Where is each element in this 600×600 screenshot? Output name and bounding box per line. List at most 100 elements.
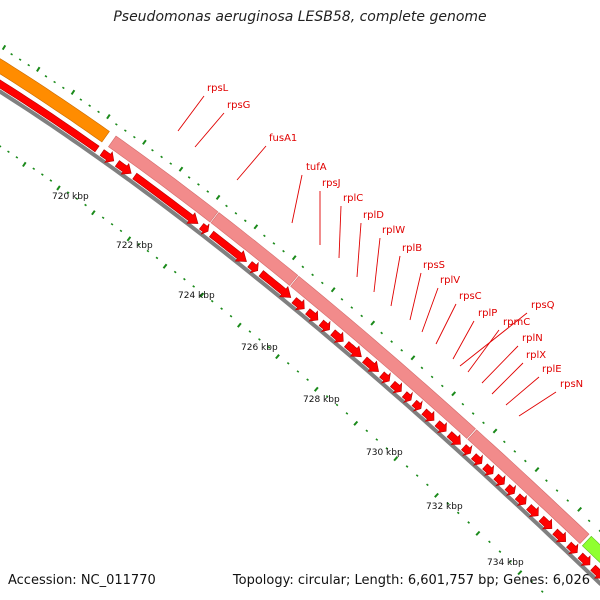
- gene-arrow: [434, 420, 447, 434]
- gene-arrow: [390, 380, 403, 394]
- scale-tick-minor: [380, 331, 384, 335]
- scale-tick-minor: [461, 402, 465, 406]
- scale-tick-minor: [350, 306, 354, 309]
- gene-arrow: [199, 223, 210, 235]
- gene-arrow: [446, 431, 461, 445]
- scale-tick-major: [517, 570, 523, 576]
- gene-arrow: [482, 463, 495, 476]
- scale-tick-minor: [61, 86, 65, 90]
- scale-tick-minor: [137, 242, 141, 246]
- gene-label-tufA: tufA: [306, 162, 327, 173]
- scale-tick-major: [199, 292, 205, 298]
- scale-tick-minor: [282, 249, 285, 253]
- scale-tick-minor: [545, 479, 548, 482]
- scale-tick-major: [475, 530, 481, 536]
- scale-label-728-kbp: 728 kbp: [303, 395, 340, 405]
- scale-tick-minor: [155, 256, 159, 260]
- scale-label-734-kbp: 734 kbp: [487, 558, 524, 568]
- scale-label-724-kbp: 724 kbp: [178, 291, 215, 301]
- scale-tick-minor: [566, 499, 570, 502]
- scale-tick-minor: [426, 483, 429, 487]
- gene-arrow: [258, 270, 292, 298]
- scale-tick-minor: [320, 281, 324, 285]
- scale-tick-minor: [530, 580, 533, 583]
- scale-tick-major: [353, 420, 359, 426]
- scale-tick-minor: [296, 370, 300, 373]
- scale-tick-minor: [173, 270, 177, 274]
- scale-tick-minor: [502, 440, 506, 444]
- leader-line-rplP: [452, 320, 475, 360]
- scale-tick-minor: [15, 156, 19, 159]
- scale-label-726-kbp: 726 kbp: [241, 343, 278, 353]
- feature-bands: [0, 58, 600, 586]
- scale-tick-major: [56, 185, 61, 191]
- gene-label-rplW: rplW: [382, 225, 405, 236]
- leader-line-rpsG: [194, 112, 225, 148]
- scale-tick-minor: [183, 277, 186, 281]
- leader-line-rpsN: [518, 391, 557, 417]
- scale-tick-minor: [206, 190, 210, 193]
- leader-line-rplW: [373, 237, 381, 293]
- scale-tick-minor: [471, 412, 475, 415]
- scale-tick-minor: [420, 366, 424, 370]
- gene-arrow: [208, 230, 247, 262]
- gene-arrow: [514, 493, 527, 506]
- scale-label-722-kbp: 722 kbp: [116, 241, 153, 251]
- scale-tick-minor: [335, 403, 339, 407]
- scale-tick-minor: [456, 511, 460, 515]
- gene-arrow: [114, 160, 132, 175]
- scale-tick-minor: [301, 265, 305, 269]
- gene-arrow: [379, 371, 391, 384]
- leader-line-rpsC: [435, 303, 457, 345]
- scale-tick-minor: [340, 297, 344, 301]
- scale-tick-minor: [32, 167, 36, 171]
- scale-tick-major: [275, 354, 280, 360]
- scale-tick-minor: [385, 447, 389, 450]
- scale-label-732-kbp: 732 kbp: [426, 502, 463, 512]
- scale-ticks: 720 kbp 722 kbp 724 kbp 726 kbp 728 kbp 730 k…: [0, 44, 600, 593]
- scale-tick-minor: [258, 338, 261, 341]
- gene-arrows: [0, 79, 600, 579]
- scale-tick-minor: [234, 211, 238, 215]
- accession-text: Accession: NC_011770: [8, 573, 156, 588]
- scale-tick-minor: [430, 375, 434, 379]
- scale-tick-minor: [405, 465, 409, 468]
- scale-tick-major: [393, 456, 399, 462]
- scale-tick-minor: [587, 519, 591, 523]
- backbone-line: [0, 89, 600, 586]
- gene-label-rpsL: rpsL: [207, 83, 229, 94]
- scale-tick-minor: [53, 80, 56, 84]
- scale-tick-major: [22, 161, 27, 168]
- gene-arrow: [291, 297, 305, 311]
- scale-tick-minor: [187, 176, 191, 179]
- scale-label-730-kbp: 730 kbp: [366, 448, 403, 458]
- scale-tick-major: [91, 210, 96, 216]
- gene-label-rplN: rplN: [522, 333, 543, 344]
- leader-line-rpsQ: [459, 312, 528, 367]
- scale-tick-minor: [197, 183, 200, 186]
- scale-tick-minor: [375, 438, 379, 441]
- scale-tick-minor: [263, 234, 266, 238]
- leader-line-rpsS: [409, 272, 422, 321]
- scale-tick-minor: [27, 63, 31, 67]
- scale-tick-major: [291, 255, 297, 261]
- scale-tick-minor: [114, 123, 118, 126]
- scale-tick-major: [215, 194, 221, 200]
- map-title: Pseudomonas aeruginosa LESB58, complete …: [113, 9, 487, 25]
- label-leaders: [177, 95, 557, 417]
- gene-arrow: [526, 504, 539, 517]
- scale-tick-minor: [10, 53, 13, 56]
- leader-line-rplN: [481, 345, 519, 384]
- gene-label-rplP: rplP: [478, 308, 497, 319]
- scale-tick-minor: [97, 110, 100, 114]
- gene-arrow: [421, 408, 435, 422]
- gene-arrow: [470, 453, 483, 466]
- scale-tick-major: [330, 287, 336, 293]
- gene-arrow: [590, 564, 600, 579]
- scale-tick-major: [36, 66, 41, 72]
- feature-band-pink: [108, 135, 219, 223]
- leader-line-rplV: [421, 287, 439, 333]
- scale-tick-major: [451, 391, 457, 397]
- scale-tick-minor: [415, 474, 419, 477]
- scale-tick-minor: [220, 307, 223, 310]
